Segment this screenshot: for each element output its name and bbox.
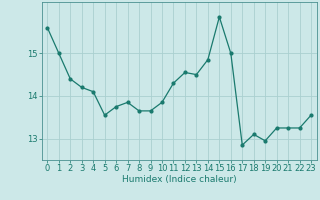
X-axis label: Humidex (Indice chaleur): Humidex (Indice chaleur)	[122, 175, 236, 184]
